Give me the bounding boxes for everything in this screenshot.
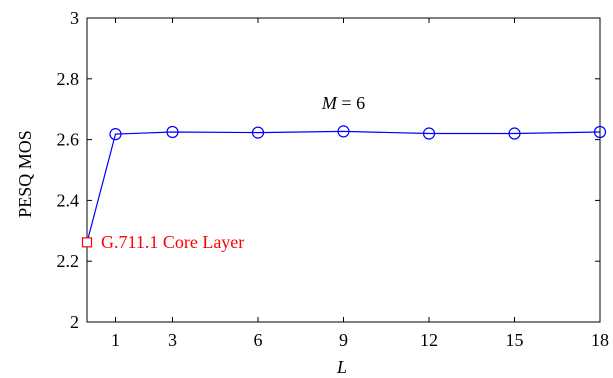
core-layer-label: G.711.1 Core Layer bbox=[101, 232, 244, 252]
x-tick-label: 6 bbox=[254, 330, 263, 350]
x-tick-label: 3 bbox=[168, 330, 177, 350]
data-point-marker bbox=[166, 125, 179, 139]
y-tick-label: 2.2 bbox=[57, 251, 80, 271]
data-point-marker bbox=[251, 126, 265, 139]
y-tick-label: 3 bbox=[70, 8, 79, 28]
m-variable: M bbox=[321, 93, 338, 113]
m-equals-label: M = 6 bbox=[321, 93, 365, 113]
y-tick-label: 2 bbox=[70, 312, 79, 332]
x-tick-label: 12 bbox=[420, 330, 438, 350]
data-point-marker bbox=[422, 127, 436, 140]
data-point-marker bbox=[593, 125, 607, 139]
x-tick-label: 1 bbox=[111, 330, 120, 350]
core-layer-marker bbox=[81, 237, 93, 248]
x-axis-label: L bbox=[336, 357, 347, 377]
x-tick-label: 9 bbox=[339, 330, 348, 350]
y-tick-label: 2.8 bbox=[57, 69, 80, 89]
text-group: PESQ MOS L G.711.1 Core Layer M = 6 1 3 6 9… bbox=[15, 8, 609, 377]
x-tick-label: 15 bbox=[506, 330, 524, 350]
y-tick-label: 2.6 bbox=[57, 130, 80, 150]
axes-group bbox=[86, 17, 601, 323]
data-point-marker bbox=[508, 127, 521, 140]
plot-frame bbox=[86, 17, 601, 323]
x-tick-label: 18 bbox=[591, 330, 609, 350]
y-axis-label: PESQ MOS bbox=[15, 130, 35, 218]
data-point-marker bbox=[337, 125, 350, 138]
y-tick-label: 2.4 bbox=[57, 190, 80, 210]
series-line bbox=[86, 130, 601, 243]
data-point-marker bbox=[109, 128, 122, 141]
m-value: = 6 bbox=[337, 93, 365, 113]
series-group bbox=[81, 125, 607, 248]
